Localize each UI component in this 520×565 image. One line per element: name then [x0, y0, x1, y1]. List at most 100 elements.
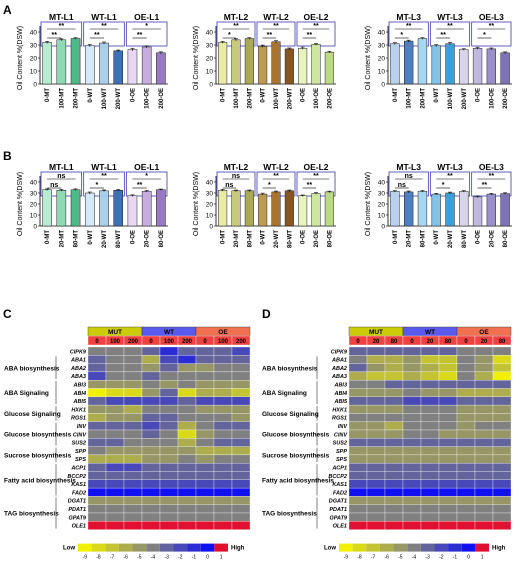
group-label: OE-L3	[479, 162, 504, 172]
heat-cell	[231, 471, 251, 480]
heat-cell	[231, 346, 251, 356]
dose-label: 20	[481, 339, 488, 345]
heat-cell	[87, 471, 107, 480]
dose-label: 0	[149, 339, 153, 345]
significance-label: **	[482, 182, 488, 189]
heat-cell	[492, 380, 512, 389]
bar	[404, 191, 414, 227]
x-tick-label: 200-MT	[247, 88, 253, 109]
dose-label: 80	[499, 339, 506, 345]
heat-cell	[123, 388, 143, 397]
heat-cell	[105, 346, 125, 356]
y-axis-label: Oil Content %(DSW)	[365, 26, 372, 90]
dose-label: 100	[218, 339, 229, 345]
heat-cell	[366, 496, 386, 505]
heat-cell	[105, 355, 125, 364]
bar	[459, 191, 469, 227]
panel-letter-b: B	[3, 149, 12, 163]
heat-cell	[420, 438, 440, 447]
heat-cell	[402, 479, 422, 489]
x-tick-label: 80-OE	[503, 230, 509, 247]
heat-cell	[420, 471, 440, 480]
gene-label: ABA2	[331, 366, 347, 372]
x-tick-label: 0-MT	[393, 230, 399, 244]
heat-cell	[474, 371, 494, 381]
heat-cell	[492, 371, 512, 381]
x-tick-label: 0-WT	[88, 88, 94, 103]
legend-tick: -8	[357, 555, 362, 561]
heat-cell	[159, 479, 179, 489]
heat-cell	[123, 429, 143, 439]
heat-cell	[384, 487, 404, 497]
bar	[56, 190, 67, 227]
heat-cell	[438, 388, 458, 397]
heat-cell	[159, 396, 179, 406]
heat-cell	[438, 413, 458, 422]
gene-label: RGS1	[332, 416, 347, 422]
group-header-label: OE	[218, 329, 228, 336]
heat-cell	[213, 413, 233, 422]
heat-cell	[492, 504, 512, 514]
heat-cell	[492, 487, 512, 497]
heat-cell	[141, 438, 161, 447]
heat-cell	[87, 380, 107, 389]
heat-cell	[195, 463, 215, 472]
heat-cell	[231, 429, 251, 439]
heat-cell	[231, 396, 251, 406]
legend-tick: -4	[151, 555, 156, 561]
significance-label: **	[101, 173, 107, 180]
group-label: WT-L1	[91, 12, 117, 22]
heat-cell	[492, 521, 512, 530]
heat-cell	[438, 471, 458, 480]
bar	[99, 190, 109, 227]
x-tick-label: 80-WT	[462, 230, 468, 248]
x-tick-label: 0-OE	[476, 88, 482, 102]
gene-label: SPP	[336, 449, 347, 455]
gene-label: HXK1	[332, 407, 347, 413]
heat-cell	[348, 396, 368, 406]
bar-chart-b-3: MT-L3 WT-L3 OE-L3 0 10 20 30 40 Oil Content %(DS…	[365, 162, 512, 248]
x-tick-label: 200-WT	[116, 88, 122, 110]
bar	[311, 193, 321, 227]
x-tick-label: 20-OE	[489, 230, 495, 247]
heat-cell	[402, 388, 422, 397]
dose-label: 80	[391, 339, 398, 345]
significance-label: ns	[405, 173, 413, 180]
heat-cell	[402, 421, 422, 431]
heat-cell	[213, 496, 233, 505]
significance-label: **	[313, 173, 319, 180]
heat-cell	[87, 421, 107, 431]
heat-cell	[177, 396, 197, 406]
heat-cell	[231, 512, 251, 522]
heat-cell	[402, 346, 422, 356]
heat-cell	[366, 346, 386, 356]
heat-cell	[105, 521, 125, 530]
heat-cell	[474, 380, 494, 389]
bar	[404, 40, 414, 85]
heat-cell	[492, 346, 512, 356]
heat-cell	[141, 463, 161, 472]
bar	[141, 46, 152, 85]
heat-cell	[141, 355, 161, 364]
heat-cell	[159, 404, 179, 414]
heat-cell	[213, 371, 233, 381]
heat-cell	[420, 454, 440, 464]
heat-cell	[402, 471, 422, 480]
x-tick-label: 80-MT	[420, 230, 426, 248]
heat-cell	[159, 363, 179, 373]
heat-cell	[384, 471, 404, 480]
group-label: WT-L1	[91, 162, 117, 172]
heat-cell	[231, 371, 251, 381]
legend-swatch	[379, 543, 394, 552]
dose-label: 0	[95, 339, 99, 345]
heat-cell	[420, 346, 440, 356]
bar	[459, 49, 469, 85]
gene-label: BCCP2	[67, 474, 86, 480]
heat-cell	[141, 421, 161, 431]
y-tick-label: 30	[206, 43, 214, 50]
heat-cell	[123, 521, 143, 530]
heat-cell	[87, 446, 107, 456]
heat-cell	[195, 346, 215, 356]
y-tick-label: 30	[206, 191, 214, 198]
x-tick-label: 20-MT	[234, 230, 240, 248]
